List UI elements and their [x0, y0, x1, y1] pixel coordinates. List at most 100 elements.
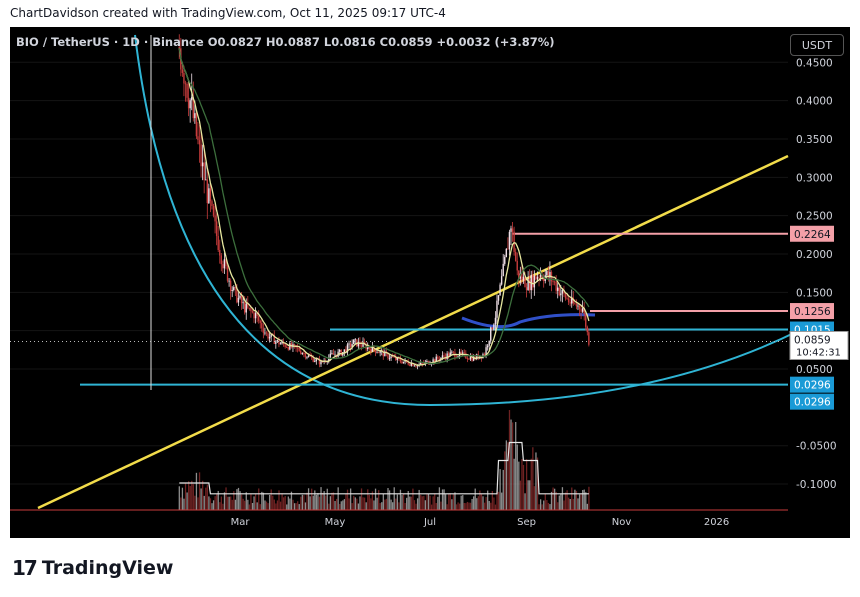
volume-bar — [402, 493, 405, 510]
candle-body — [245, 303, 247, 313]
candle-body — [510, 228, 512, 232]
volume-bar — [396, 494, 398, 510]
candle-body — [472, 356, 475, 361]
candle-body — [451, 351, 453, 353]
candle-body — [415, 365, 417, 367]
candle-body — [200, 144, 202, 167]
volume-bar — [518, 461, 520, 510]
candle-body — [580, 309, 582, 312]
volume-bar — [368, 494, 370, 510]
volume-bar — [357, 503, 360, 510]
candle-body — [396, 357, 398, 360]
candle-body — [273, 334, 275, 344]
candle-body — [187, 97, 190, 109]
candle-body — [362, 342, 364, 347]
candle-body — [441, 355, 444, 358]
volume-bar — [244, 500, 246, 510]
candle-body — [191, 97, 193, 101]
candle-body — [527, 279, 529, 291]
candle-body — [281, 341, 283, 344]
volume-bar — [488, 500, 490, 510]
volume-bar — [466, 501, 469, 510]
candle-body — [560, 293, 562, 296]
volume-bar — [398, 502, 400, 510]
volume-bar — [367, 489, 369, 510]
chart-area[interactable] — [10, 27, 850, 538]
volume-bar — [415, 503, 417, 510]
candle-body — [334, 354, 336, 356]
candle-body — [471, 356, 473, 361]
candle-body — [382, 350, 384, 357]
volume-bar — [192, 484, 194, 510]
volume-bar — [471, 498, 473, 510]
candle-body — [317, 359, 319, 361]
volume-bar — [349, 488, 352, 510]
candle-body — [518, 270, 520, 279]
candle-body — [348, 343, 350, 345]
candle-body — [407, 361, 409, 365]
candle-body — [201, 162, 204, 167]
volume-bar — [314, 490, 316, 510]
candle-body — [508, 231, 511, 250]
currency-button[interactable]: USDT — [790, 34, 844, 56]
candle-body — [254, 313, 257, 319]
x-tick-label: May — [325, 517, 346, 528]
volume-bar — [462, 495, 464, 510]
volume-bar — [430, 504, 433, 510]
volume-bar — [507, 442, 509, 510]
x-tick-label: Mar — [231, 517, 251, 528]
volume-bar — [547, 502, 550, 510]
candle-body — [346, 344, 349, 353]
candle-body — [435, 356, 437, 362]
volume-bar — [233, 491, 235, 510]
volume-bar — [541, 504, 543, 510]
candle-body — [270, 334, 272, 337]
volume-bar — [332, 492, 335, 510]
candle-body — [583, 308, 585, 314]
candle-body — [504, 256, 506, 264]
volume-bar — [198, 472, 201, 510]
volume-bar — [223, 492, 226, 510]
volume-bar — [353, 495, 355, 510]
candle-body — [384, 351, 386, 357]
candle-body — [488, 340, 490, 346]
candle-body — [367, 346, 369, 350]
y-tick-label: 0.0500 — [796, 364, 833, 376]
candle-body — [357, 341, 360, 347]
volume-bar — [568, 497, 570, 510]
volume-bar — [217, 490, 219, 510]
candle-body — [500, 276, 503, 285]
candle-body — [536, 276, 539, 280]
volume-bar — [195, 472, 198, 510]
candle-body — [267, 333, 269, 339]
volume-bar — [421, 496, 423, 510]
candle-body — [379, 350, 381, 353]
price-label-text: 0.0296 — [794, 380, 831, 392]
volume-bar — [560, 494, 562, 510]
open-value: O0.0827 — [207, 35, 262, 49]
candle-body — [231, 290, 233, 291]
volume-bar — [496, 491, 498, 510]
volume-bar — [529, 480, 531, 510]
volume-bar — [216, 493, 218, 510]
volume-bar — [532, 447, 534, 510]
volume-bar — [539, 499, 542, 510]
volume-bar — [287, 496, 289, 510]
candle-body — [419, 362, 422, 365]
candle-body — [287, 347, 289, 350]
volume-bar — [457, 502, 459, 510]
candle-body — [240, 295, 243, 304]
price-axis: 0.4500 0.4000 0.3500 0.3000 0.2500 0.2000 0.15… — [796, 57, 837, 491]
candle-body — [558, 287, 560, 296]
volume-bar — [469, 502, 472, 510]
volume-bar — [577, 498, 579, 510]
candle-body — [209, 188, 212, 202]
price-label-box — [790, 393, 834, 410]
candle-body — [360, 345, 363, 347]
volume-bar — [362, 497, 364, 510]
candle-body — [468, 358, 470, 360]
candle-body — [541, 275, 543, 279]
candle-body — [233, 287, 235, 291]
volume-bar — [390, 499, 392, 510]
